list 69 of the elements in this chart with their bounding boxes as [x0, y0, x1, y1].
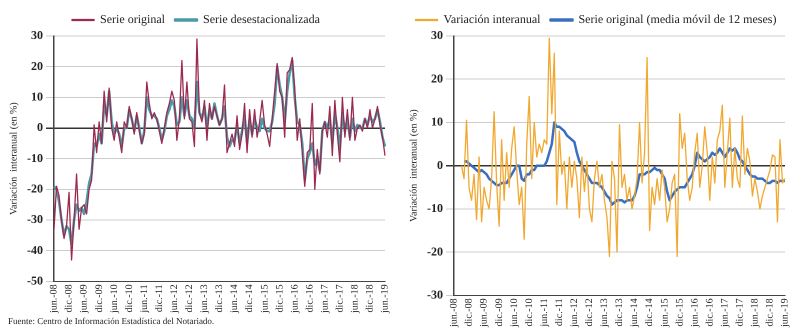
y-tick-label: -40	[26, 242, 43, 257]
legend-label: Serie original	[100, 12, 166, 26]
x-tick-label: jun.-17	[719, 298, 730, 328]
x-tick-label: dic.-11	[554, 298, 565, 326]
x-tick-label: jun.-14	[229, 284, 240, 314]
x-tick-label: jun.-19	[380, 284, 391, 314]
x-tick-label: jun.-13	[199, 284, 210, 314]
source-note: Fuente: Centro de Información Estadística del Notariado.	[8, 316, 216, 326]
x-tick-label: dic.-15	[274, 284, 286, 312]
x-tick-label: dic.-08	[464, 298, 475, 326]
x-tick-label: jun.-18	[750, 298, 761, 328]
y-tick-label: 20	[30, 58, 43, 73]
x-tick-label: jun.-16	[289, 284, 300, 314]
legend-label: Serie original (media móvil de 12 meses)	[578, 12, 776, 26]
x-tick-label: dic.-15	[674, 298, 686, 326]
y-tick-label: -20	[426, 244, 443, 258]
y-tick-label: -30	[426, 287, 443, 302]
x-tick-label: dic.-12	[584, 298, 596, 326]
y-tick-label: 0	[36, 120, 43, 134]
x-tick-label: dic.-09	[494, 298, 505, 326]
x-tick-label: dic.-08	[64, 284, 75, 312]
x-tick-label: jun.-08	[448, 298, 460, 328]
x-tick-label: dic.-14	[244, 284, 256, 312]
x-tick-label: jun.-19	[780, 298, 791, 328]
x-tick-label: jun.-10	[108, 284, 120, 314]
legend-label: Variación interanual	[444, 12, 542, 26]
x-tick-label: jun.-16	[689, 298, 700, 328]
x-tick-label: dic.-14	[644, 298, 656, 326]
x-tick-label: jun.-14	[629, 298, 640, 328]
y-tick-label: -50	[26, 273, 43, 288]
x-tick-label: dic.-17	[334, 284, 346, 312]
x-tick-label: dic.-09	[94, 284, 105, 312]
x-tick-label: dic.-12	[184, 284, 196, 312]
y-tick-label: 10	[430, 114, 443, 129]
y-tick-label: 20	[430, 71, 443, 86]
y-tick-label: 30	[30, 28, 43, 42]
y-tick-label: 30	[430, 28, 443, 42]
x-tick-label: dic.-16	[304, 284, 316, 312]
x-tick-label: dic.-18	[764, 298, 776, 326]
x-tick-label: jun.-11	[138, 284, 150, 314]
x-tick-label: jun.-13	[599, 298, 610, 328]
y-tick-label: -30	[26, 212, 43, 226]
x-tick-label: dic.-18	[364, 284, 376, 312]
legend-label: Serie desestacionalizada	[203, 12, 321, 26]
x-tick-label: jun.-15	[659, 298, 670, 328]
x-tick-label: jun.-08	[48, 284, 60, 314]
x-tick-label: jun.-10	[508, 298, 520, 328]
x-tick-label: dic.-10	[124, 284, 135, 312]
y-axis-title: Variación interanual (en %)	[8, 102, 20, 216]
x-tick-label: dic.-13	[614, 298, 626, 326]
x-tick-label: dic.-10	[524, 298, 535, 326]
x-tick-label: jun.-12	[168, 284, 180, 314]
y-tick-label: -20	[26, 181, 43, 196]
x-tick-label: dic.-13	[214, 284, 226, 312]
y-tick-label: 0	[436, 158, 443, 172]
x-tick-label: jun.-18	[350, 284, 361, 314]
x-tick-label: dic.-11	[154, 284, 165, 312]
y-tick-label: 10	[30, 89, 43, 104]
x-tick-label: jun.-17	[319, 284, 330, 314]
x-tick-label: jun.-09	[478, 298, 490, 328]
x-tick-label: dic.-16	[704, 298, 716, 326]
x-tick-label: jun.-15	[259, 284, 270, 314]
x-tick-label: jun.-09	[78, 284, 90, 314]
y-axis-title: Variación interanual (en %)	[408, 109, 420, 222]
x-tick-label: dic.-17	[734, 298, 746, 326]
y-tick-label: -10	[26, 150, 43, 165]
x-tick-label: jun.-12	[568, 298, 580, 328]
y-tick-label: -10	[426, 201, 443, 216]
x-tick-label: jun.-11	[538, 298, 550, 328]
